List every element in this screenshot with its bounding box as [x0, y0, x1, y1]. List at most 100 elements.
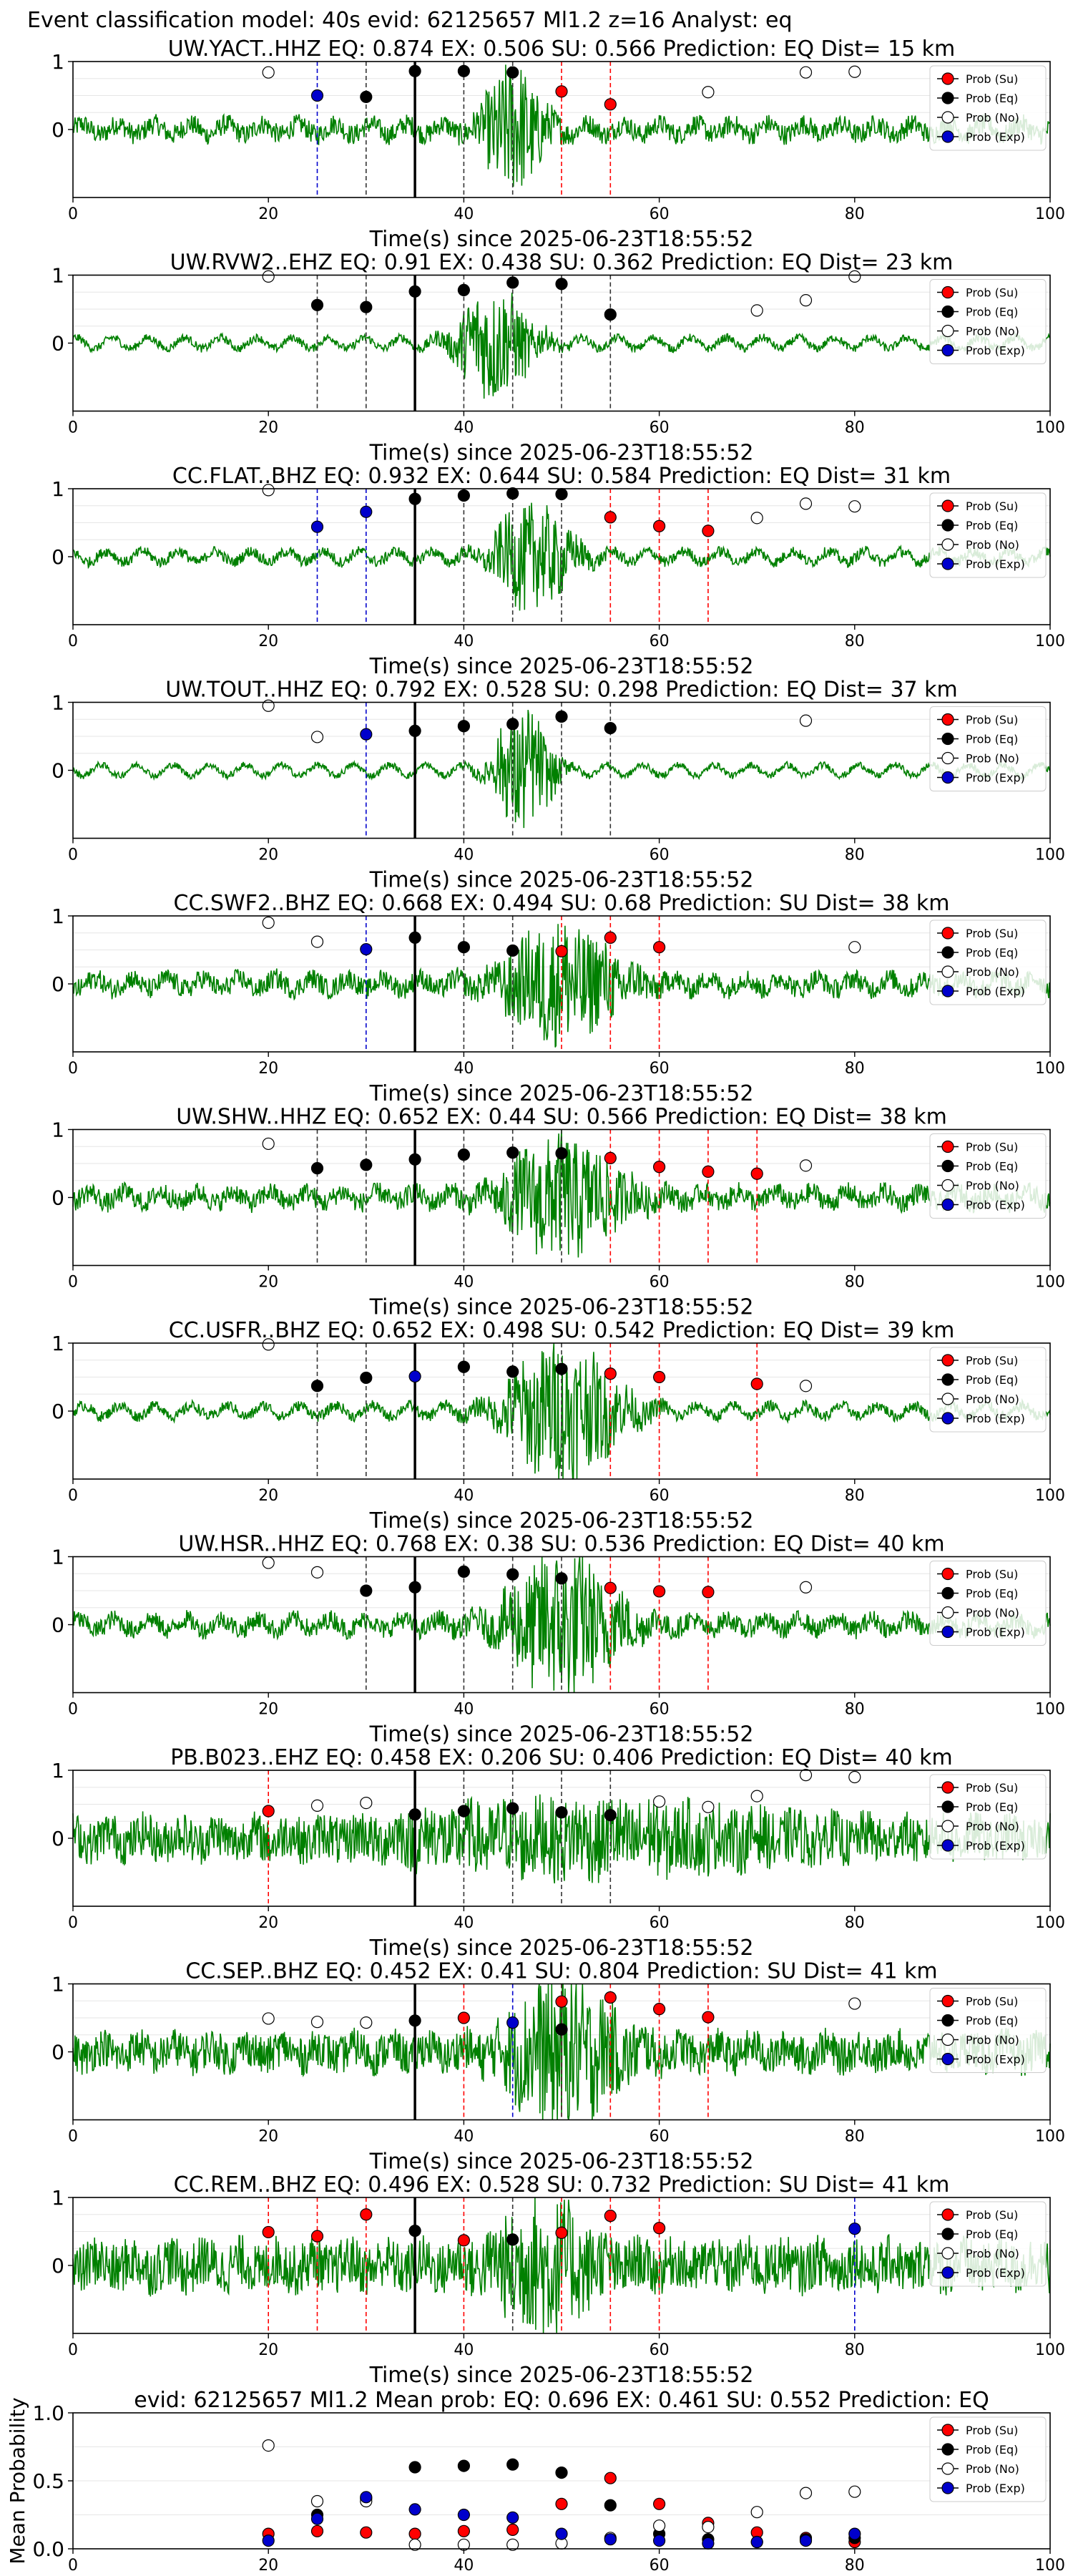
point-no: [262, 2439, 275, 2452]
point-no: [848, 500, 861, 513]
x-tick-label: 80: [845, 1701, 865, 1719]
point-eq: [457, 1565, 471, 1578]
x-tick-label: 0: [68, 1274, 78, 1292]
legend-label-eq: Prob (Eq): [966, 2443, 1018, 2457]
panel-title: CC.SWF2..BHZ EQ: 0.668 EX: 0.494 SU: 0.6…: [174, 891, 950, 916]
panel-uw-rvw2--ehz: UW.RVW2..EHZ EQ: 0.91 EX: 0.438 SU: 0.36…: [52, 250, 1065, 466]
legend-marker-su: [941, 2208, 954, 2221]
x-tick-label: 80: [845, 205, 865, 223]
point-su: [604, 931, 617, 945]
legend-label-su: Prob (Su): [966, 499, 1018, 513]
y-tick-label: 0: [52, 972, 64, 996]
legend-marker-eq: [941, 2014, 954, 2027]
panel-cc-rem--bhz: CC.REM..BHZ EQ: 0.496 EX: 0.528 SU: 0.73…: [52, 2172, 1065, 2388]
panel-cc-flat--bhz: CC.FLAT..BHZ EQ: 0.932 EX: 0.644 SU: 0.5…: [52, 464, 1065, 679]
legend-marker-su: [941, 286, 954, 299]
point-eq: [506, 2233, 519, 2246]
panel-title: UW.YACT..HHZ EQ: 0.874 EX: 0.506 SU: 0.5…: [168, 36, 956, 62]
point-eq: [506, 276, 519, 289]
legend-box: [929, 919, 1047, 1005]
point-no: [799, 1581, 813, 1594]
legend-label-exp: Prob (Exp): [966, 2482, 1025, 2495]
x-tick-label: 80: [845, 1274, 865, 1292]
point-no: [310, 935, 324, 948]
point-no: [702, 1800, 715, 1813]
legend-label-exp: Prob (Exp): [966, 1199, 1025, 1212]
x-tick-label: 20: [258, 419, 278, 437]
point-su: [262, 1805, 275, 1818]
x-tick-label: 20: [258, 2128, 278, 2146]
x-tick-label: 100: [1035, 2128, 1065, 2146]
point-no: [848, 941, 861, 954]
x-axis-label: Time(s) since 2025-06-23T18:55:52: [369, 868, 754, 893]
legend-box: [929, 2416, 1047, 2502]
legend-marker-no: [941, 2247, 954, 2260]
legend-marker-exp: [941, 2482, 954, 2494]
legend-box: [929, 1347, 1047, 1433]
point-eq: [408, 2014, 421, 2027]
legend-marker-eq: [941, 1586, 954, 1600]
legend-marker-no: [941, 751, 954, 765]
point-exp: [848, 2527, 861, 2540]
legend-marker-eq: [941, 519, 954, 532]
x-tick-label: 60: [650, 1701, 670, 1719]
legend-marker-no: [941, 2033, 954, 2046]
legend-marker-exp: [941, 2052, 954, 2066]
x-tick-label: 100: [1035, 1914, 1065, 1932]
point-su: [360, 2526, 373, 2539]
legend-label-no: Prob (No): [966, 111, 1019, 125]
point-eq: [506, 487, 519, 500]
point-su: [702, 1165, 715, 1179]
legend-marker-su: [941, 2424, 954, 2436]
point-su: [555, 1995, 568, 2008]
panels-container: UW.YACT..HHZ EQ: 0.874 EX: 0.506 SU: 0.5…: [6, 36, 1065, 2575]
point-eq: [360, 1158, 373, 1171]
point-eq: [457, 1805, 471, 1818]
legend-marker-no: [941, 324, 954, 338]
legend: Prob (Su) Prob (Eq) Prob (No) Prob (Exp): [929, 279, 1047, 364]
legend-marker-eq: [941, 732, 954, 746]
x-tick-label: 80: [845, 1487, 865, 1505]
point-no: [360, 1797, 373, 1810]
legend-marker-eq: [941, 946, 954, 959]
legend: Prob (Su) Prob (Eq) Prob (No) Prob (Exp): [929, 706, 1047, 791]
point-exp: [750, 2535, 763, 2549]
x-tick-label: 40: [454, 205, 474, 223]
legend-label-no: Prob (No): [966, 325, 1019, 338]
point-su: [457, 2011, 471, 2024]
x-axis-label: Time(s) since 2025-06-23T18:55:52: [369, 2363, 754, 2388]
x-axis-label: Time(s) since 2025-06-23T18:55:52: [369, 1936, 754, 1961]
point-eq: [506, 718, 519, 731]
legend-box: [929, 2201, 1047, 2287]
point-exp: [457, 2508, 471, 2522]
legend-label-no: Prob (No): [966, 752, 1019, 766]
legend-label-exp: Prob (Exp): [966, 2266, 1025, 2280]
legend-label-no: Prob (No): [966, 2247, 1019, 2260]
legend: Prob (Su) Prob (Eq) Prob (No) Prob (Exp): [929, 1133, 1047, 1219]
y-axis-label: Mean Probability: [6, 2397, 29, 2564]
x-tick-label: 0: [68, 2341, 78, 2359]
panel-cc-usfr--bhz: CC.USFR..BHZ EQ: 0.652 EX: 0.498 SU: 0.5…: [52, 1318, 1065, 1533]
figure-title: Event classification model: 40s evid: 62…: [27, 8, 793, 33]
point-eq: [555, 1147, 568, 1160]
point-exp: [262, 2534, 275, 2547]
point-eq: [457, 283, 471, 296]
point-eq: [457, 720, 471, 733]
x-tick-label: 40: [454, 1274, 474, 1292]
panel-uw-hsr--hhz: UW.HSR..HHZ EQ: 0.768 EX: 0.38 SU: 0.536…: [52, 1532, 1065, 1747]
x-tick-label: 60: [650, 419, 670, 437]
point-no: [848, 2485, 861, 2498]
legend-marker-no: [941, 965, 954, 978]
legend-marker-exp: [941, 343, 954, 357]
x-tick-label: 60: [650, 2128, 670, 2146]
point-eq: [457, 941, 471, 954]
point-exp: [555, 2527, 568, 2540]
legend-box: [929, 706, 1047, 791]
x-tick-label: 40: [454, 847, 474, 864]
y-tick-label: 1: [52, 904, 64, 928]
x-tick-label: 40: [454, 1060, 474, 1078]
y-tick-label: 1: [52, 264, 64, 288]
panel-uw-shw--hhz: UW.SHW..HHZ EQ: 0.652 EX: 0.44 SU: 0.566…: [52, 1105, 1065, 1320]
x-tick-label: 0: [68, 2557, 78, 2575]
legend-marker-no: [941, 2462, 954, 2475]
